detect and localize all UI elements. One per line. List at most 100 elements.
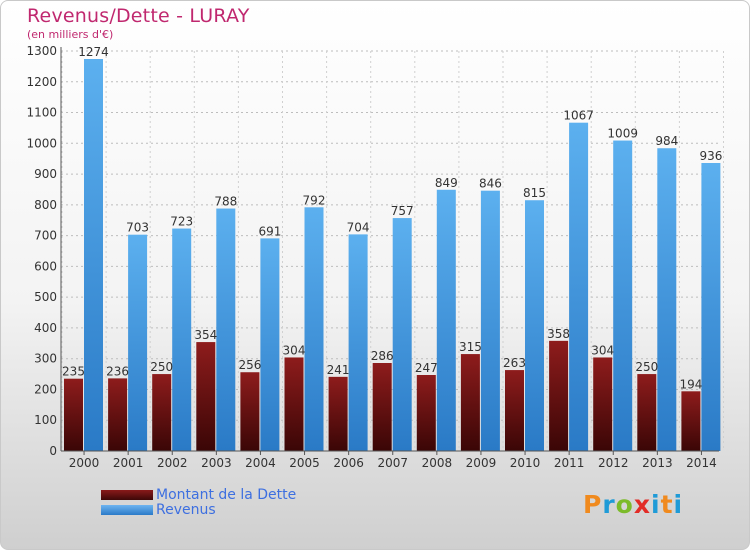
axis-layer: 0 100 200 300 400 500 600 700 800 900 1000 1100 1200… xyxy=(26,44,719,470)
bar-revenus xyxy=(613,140,633,452)
y-tick-label: 500 xyxy=(34,290,57,304)
data-label-revenus: 757 xyxy=(391,204,414,218)
data-label-revenus: 1009 xyxy=(607,127,638,141)
data-label-dette: 256 xyxy=(238,358,261,372)
chart-title: Revenus/Dette - LURAY xyxy=(27,5,250,27)
y-tick-label: 1100 xyxy=(26,106,57,120)
data-label-revenus: 788 xyxy=(214,195,237,209)
data-label-dette: 304 xyxy=(283,343,306,357)
y-tick-label: 700 xyxy=(34,229,57,243)
data-label-revenus: 984 xyxy=(655,134,678,148)
data-label-dette: 263 xyxy=(503,356,526,370)
logo-letter: P xyxy=(583,490,603,519)
data-label-dette: 250 xyxy=(150,360,173,374)
bar-revenus xyxy=(569,122,589,451)
y-tick-label: 1200 xyxy=(26,75,57,89)
y-tick-label: 100 xyxy=(34,413,57,427)
data-label-revenus: 792 xyxy=(303,193,326,207)
logo-letter: r xyxy=(602,490,616,519)
data-label-revenus: 815 xyxy=(523,186,546,200)
y-tick-label: 600 xyxy=(34,259,57,273)
legend-label-dette: Montant de la Dette xyxy=(156,487,297,503)
data-label-revenus: 936 xyxy=(699,149,722,163)
x-tick-label: 2010 xyxy=(510,456,541,470)
x-tick-label: 2005 xyxy=(289,456,320,470)
data-label-dette: 241 xyxy=(327,363,350,377)
y-tick-label: 300 xyxy=(34,352,57,366)
bar-revenus xyxy=(172,228,192,451)
labels-layer: 235 1274 236 703 250 723 354 788 256 691 304 792 241… xyxy=(62,45,722,391)
legend-swatch-revenus xyxy=(101,505,153,515)
bar-revenus xyxy=(216,208,236,451)
x-tick-label: 2000 xyxy=(69,456,100,470)
data-label-dette: 286 xyxy=(371,349,394,363)
logo-letter: o xyxy=(615,490,634,519)
bar-dette xyxy=(64,378,83,451)
y-tick-label: 200 xyxy=(34,382,57,396)
bar-dette xyxy=(240,372,260,451)
bars-layer xyxy=(64,59,721,452)
x-tick-label: 2003 xyxy=(201,456,232,470)
bar-revenus xyxy=(436,189,456,451)
bar-revenus xyxy=(84,59,103,451)
x-tick-label: 2011 xyxy=(554,456,585,470)
logo-letter: i xyxy=(651,490,661,519)
bar-revenus xyxy=(525,200,544,451)
y-tick-label: 800 xyxy=(34,198,57,212)
x-tick-label: 2008 xyxy=(422,456,453,470)
data-label-dette: 358 xyxy=(547,327,570,341)
data-label-dette: 247 xyxy=(415,361,438,375)
logo-letter: i xyxy=(673,490,684,519)
x-tick-label: 2012 xyxy=(598,456,629,470)
bar-revenus xyxy=(304,207,324,451)
data-label-revenus: 1067 xyxy=(563,109,594,123)
data-label-revenus: 704 xyxy=(347,220,370,234)
data-label-revenus: 849 xyxy=(435,176,458,190)
data-label-revenus: 703 xyxy=(126,221,149,235)
x-tick-label: 2014 xyxy=(686,456,717,470)
data-label-dette: 194 xyxy=(679,377,702,391)
data-label-dette: 250 xyxy=(635,360,658,374)
x-tick-label: 2009 xyxy=(466,456,497,470)
bar-revenus xyxy=(701,163,721,451)
x-tick-label: 2013 xyxy=(642,456,673,470)
bar-revenus xyxy=(128,234,148,451)
bar-revenus xyxy=(480,190,500,451)
bar-revenus xyxy=(260,238,280,451)
y-tick-label: 900 xyxy=(34,167,57,181)
data-label-revenus: 691 xyxy=(258,224,281,238)
bar-dette xyxy=(593,357,613,451)
x-tick-label: 2001 xyxy=(113,456,144,470)
data-label-revenus: 846 xyxy=(479,177,502,191)
bar-dette xyxy=(637,374,657,451)
data-label-revenus: 723 xyxy=(170,215,193,229)
bar-revenus xyxy=(392,218,412,451)
logo-letter: x xyxy=(633,490,651,519)
x-tick-label: 2002 xyxy=(157,456,188,470)
data-label-dette: 304 xyxy=(591,343,614,357)
bar-dette xyxy=(328,376,348,451)
legend-label-revenus: Revenus xyxy=(156,502,216,518)
grid-layer xyxy=(61,50,724,452)
x-tick-label: 2007 xyxy=(377,456,408,470)
bar-dette xyxy=(284,357,304,451)
chart-subtitle: (en milliers d'€) xyxy=(27,28,114,41)
x-tick-label: 2006 xyxy=(333,456,364,470)
y-tick-label: 1300 xyxy=(26,44,57,58)
logo-letter: t xyxy=(660,490,674,519)
bar-dette xyxy=(460,354,480,451)
data-label-revenus: 1274 xyxy=(78,45,109,59)
bar-dette xyxy=(108,378,128,451)
legend-swatch-dette xyxy=(101,490,153,500)
y-tick-label: 0 xyxy=(49,444,57,458)
bar-dette xyxy=(372,363,392,451)
data-label-dette: 235 xyxy=(62,365,85,379)
y-tick-label: 400 xyxy=(34,321,57,335)
x-tick-label: 2004 xyxy=(245,456,276,470)
bar-dette xyxy=(152,374,172,451)
y-tick-label: 1000 xyxy=(26,136,57,150)
bar-dette xyxy=(549,340,569,451)
data-label-dette: 354 xyxy=(194,328,217,342)
